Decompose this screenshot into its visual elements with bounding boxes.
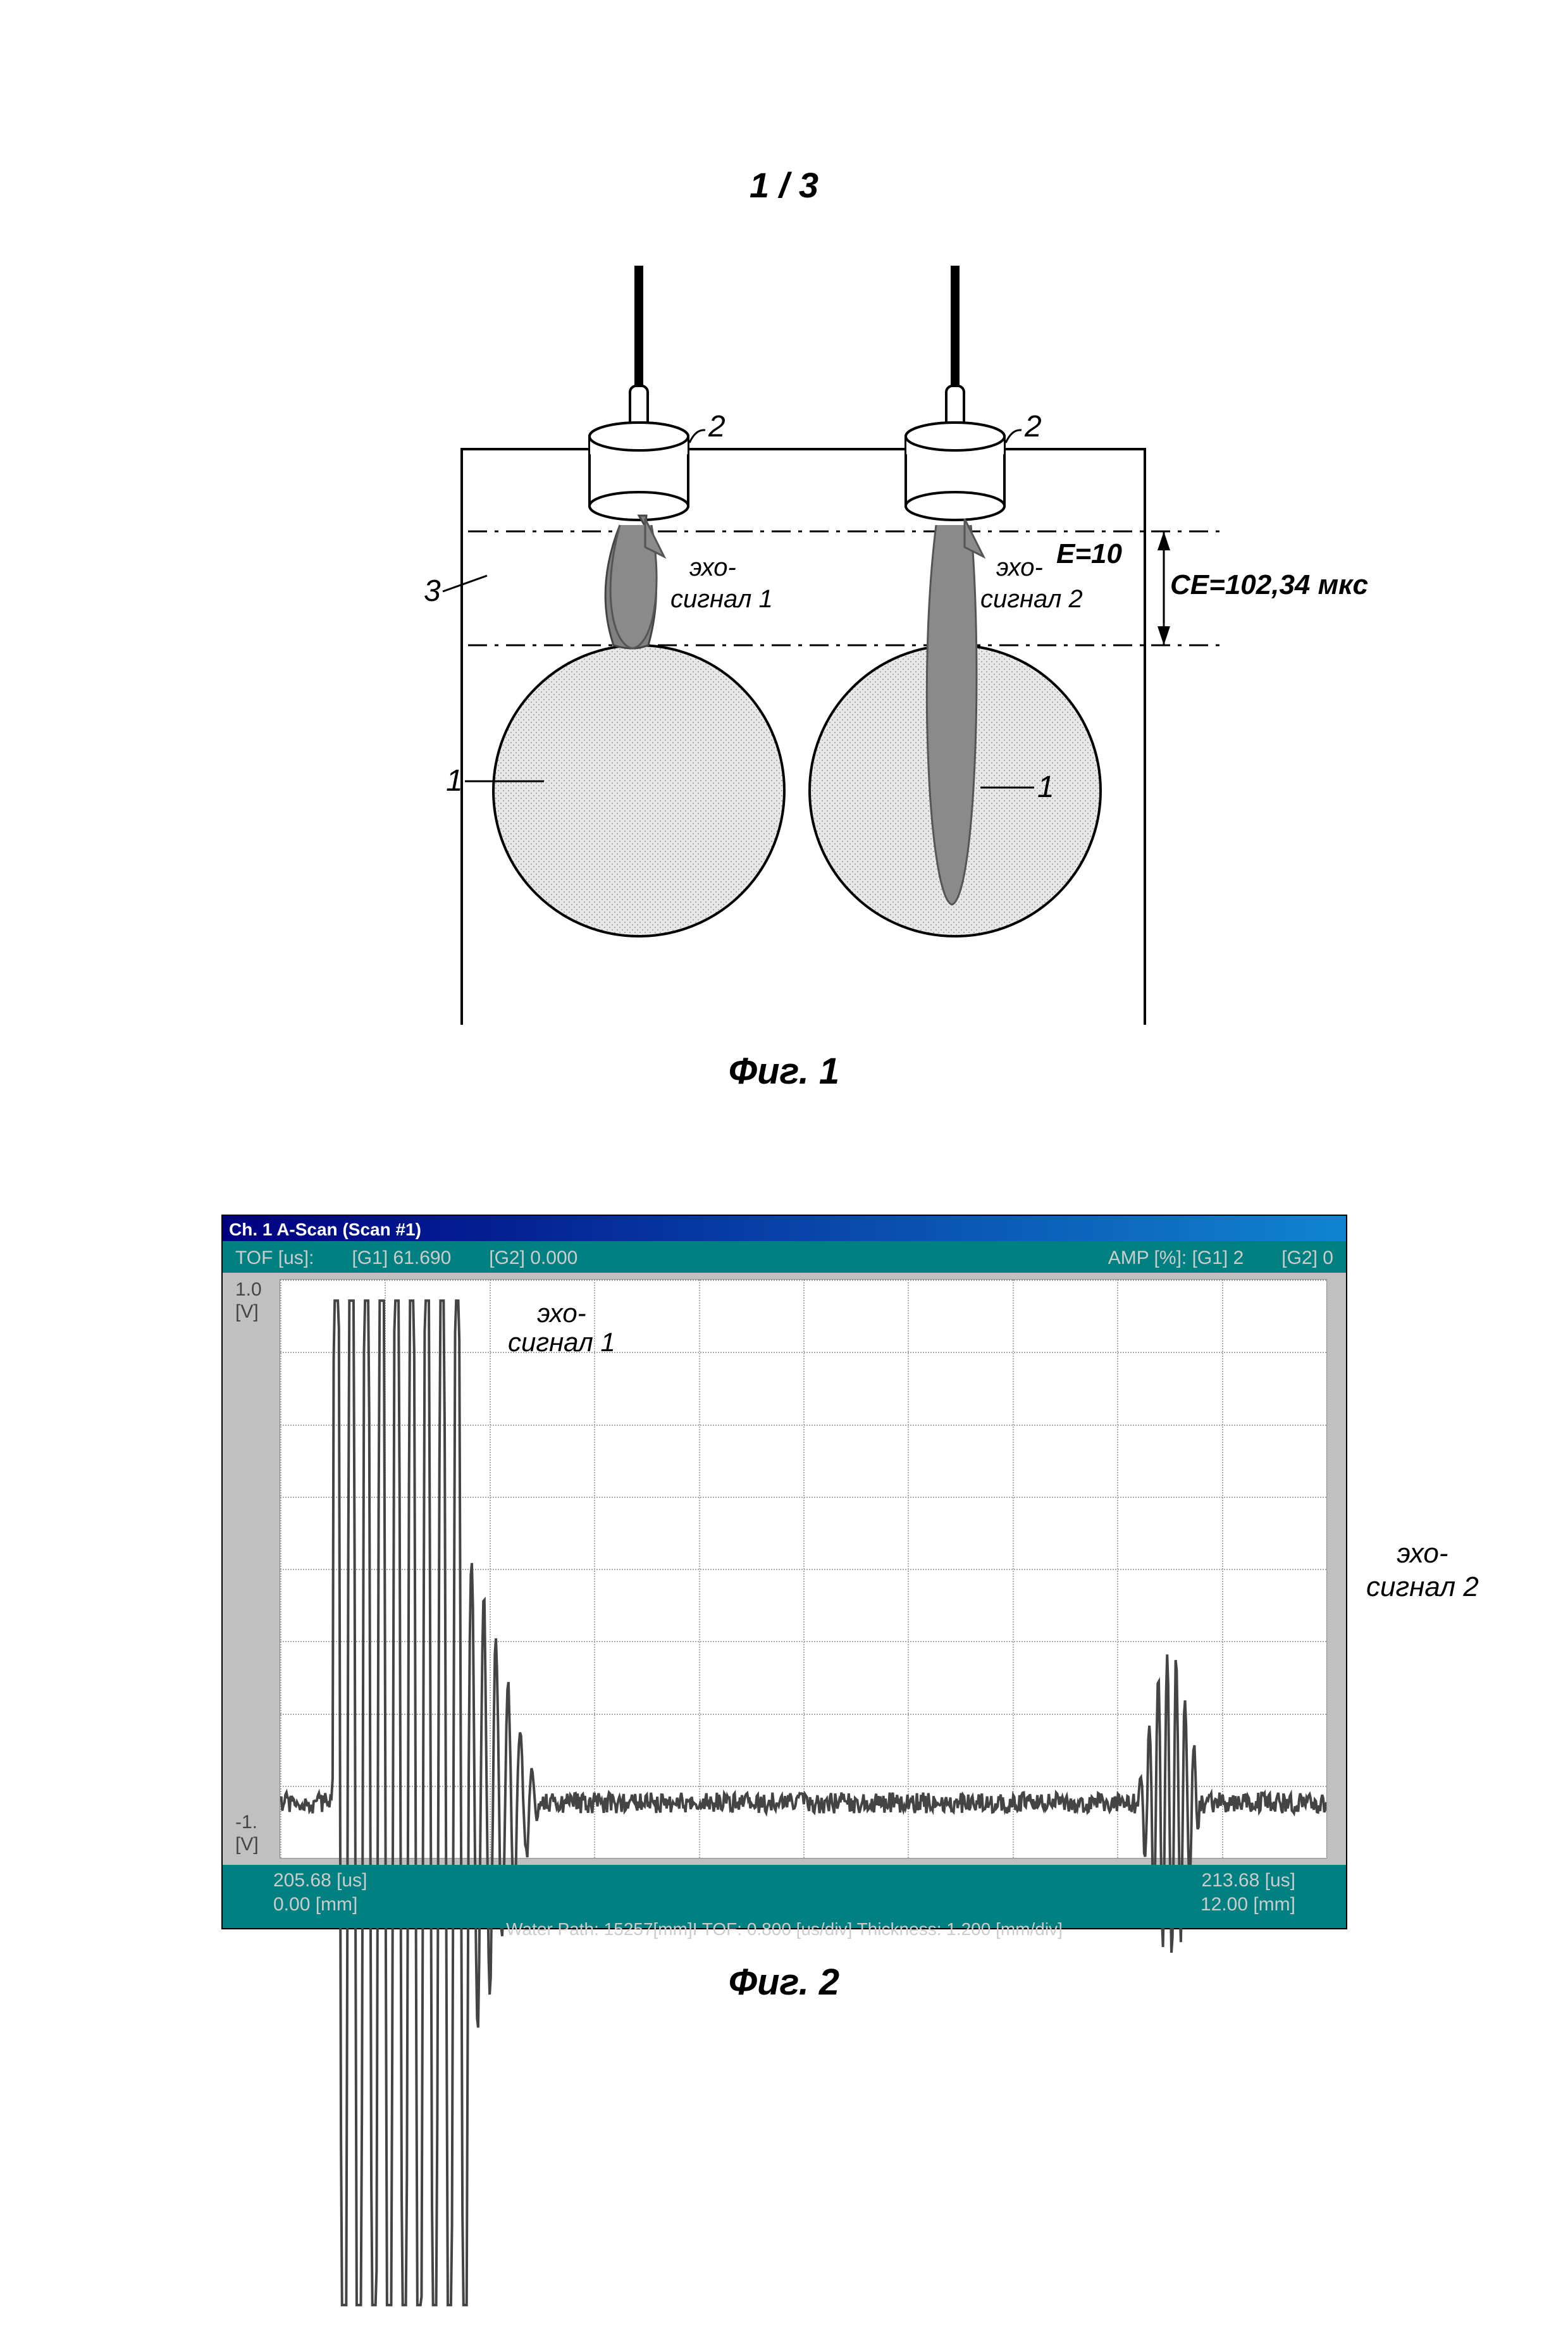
echo1-plot-label: эхо- сигнал 1 bbox=[508, 1299, 615, 1357]
mmstart: 0.00 [mm] bbox=[273, 1894, 357, 1915]
figure-2: Ch. 1 A-Scan (Scan #1) TOF [us]: [G1] 61… bbox=[221, 1215, 1347, 1929]
echo1-plot-l2: сигнал 1 bbox=[508, 1327, 615, 1357]
side-l1: эхо- bbox=[1397, 1538, 1448, 1569]
E-label: E=10 bbox=[1056, 538, 1123, 569]
side-l2: сигнал 2 bbox=[1366, 1571, 1479, 1602]
figure-1-svg: 2 2 3 1 1 эхо- сигнал 1 эхо- сигнал 2 E=… bbox=[348, 266, 1233, 1025]
y-bot: -1. bbox=[235, 1812, 257, 1833]
tof-label: TOF [us]: bbox=[235, 1247, 314, 1266]
figure-2-side-label: эхо- сигнал 2 bbox=[1366, 1537, 1479, 1604]
sensor-left bbox=[590, 386, 688, 520]
echo2-label-l2: сигнал 2 bbox=[980, 585, 1083, 613]
y-bot-unit: [V] bbox=[235, 1834, 259, 1855]
amp-label: AMP [%]: [G1] 2 bbox=[1108, 1247, 1244, 1266]
scope-window: Ch. 1 A-Scan (Scan #1) TOF [us]: [G1] 61… bbox=[221, 1215, 1347, 1929]
footer-line: Water Path: 15257[mm]I TOF: 0.800 [us/di… bbox=[235, 1917, 1333, 1939]
y-top: 1.0 bbox=[235, 1279, 262, 1301]
CE-label-text: CE=102,34 мкс bbox=[1170, 569, 1368, 601]
scope-info-top: TOF [us]: [G1] 61.690 [G2] 0.000 AMP [%]… bbox=[223, 1241, 1346, 1273]
sensor-right bbox=[906, 386, 1004, 520]
figure-1-caption: Фиг. 1 bbox=[729, 1050, 839, 1092]
xend: 213.68 [us] bbox=[1202, 1870, 1295, 1891]
ref-2-right: 2 bbox=[1024, 410, 1042, 443]
scope-titlebar: Ch. 1 A-Scan (Scan #1) bbox=[223, 1216, 1346, 1241]
amp-g2: [G2] 0 bbox=[1281, 1247, 1333, 1266]
page-number: 1 / 3 bbox=[750, 164, 818, 206]
scope-plot: эхо- сигнал 1 bbox=[280, 1279, 1327, 1859]
echo1-plot-l1: эхо- bbox=[537, 1298, 586, 1328]
ref-1-right: 1 bbox=[1037, 770, 1054, 804]
echo1-label-l2: сигнал 1 bbox=[670, 585, 773, 613]
tof-g1: [G1] 61.690 bbox=[352, 1247, 451, 1266]
ref-2-left: 2 bbox=[708, 410, 725, 443]
scope-waveform bbox=[280, 1280, 1326, 2326]
ref-3: 3 bbox=[424, 574, 441, 608]
echo1-label-l1: эхо- bbox=[689, 554, 736, 581]
mmend: 12.00 [mm] bbox=[1201, 1894, 1295, 1915]
ball-left bbox=[493, 645, 784, 936]
ref-1-left: 1 bbox=[446, 764, 463, 798]
y-top-unit: [V] bbox=[235, 1301, 259, 1323]
xstart: 205.68 [us] bbox=[273, 1870, 367, 1891]
figure-1: 2 2 3 1 1 эхо- сигнал 1 эхо- сигнал 2 E=… bbox=[348, 266, 1233, 1025]
echo2-label-l1: эхо- bbox=[996, 554, 1043, 581]
echo-arrow-1 bbox=[605, 516, 664, 648]
tof-g2: [G2] 0.000 bbox=[489, 1247, 577, 1266]
figure-2-caption: Фиг. 2 bbox=[729, 1961, 839, 2003]
scope-info-bottom: 205.68 [us] 213.68 [us] 0.00 [mm] 12.00 … bbox=[223, 1865, 1346, 1928]
